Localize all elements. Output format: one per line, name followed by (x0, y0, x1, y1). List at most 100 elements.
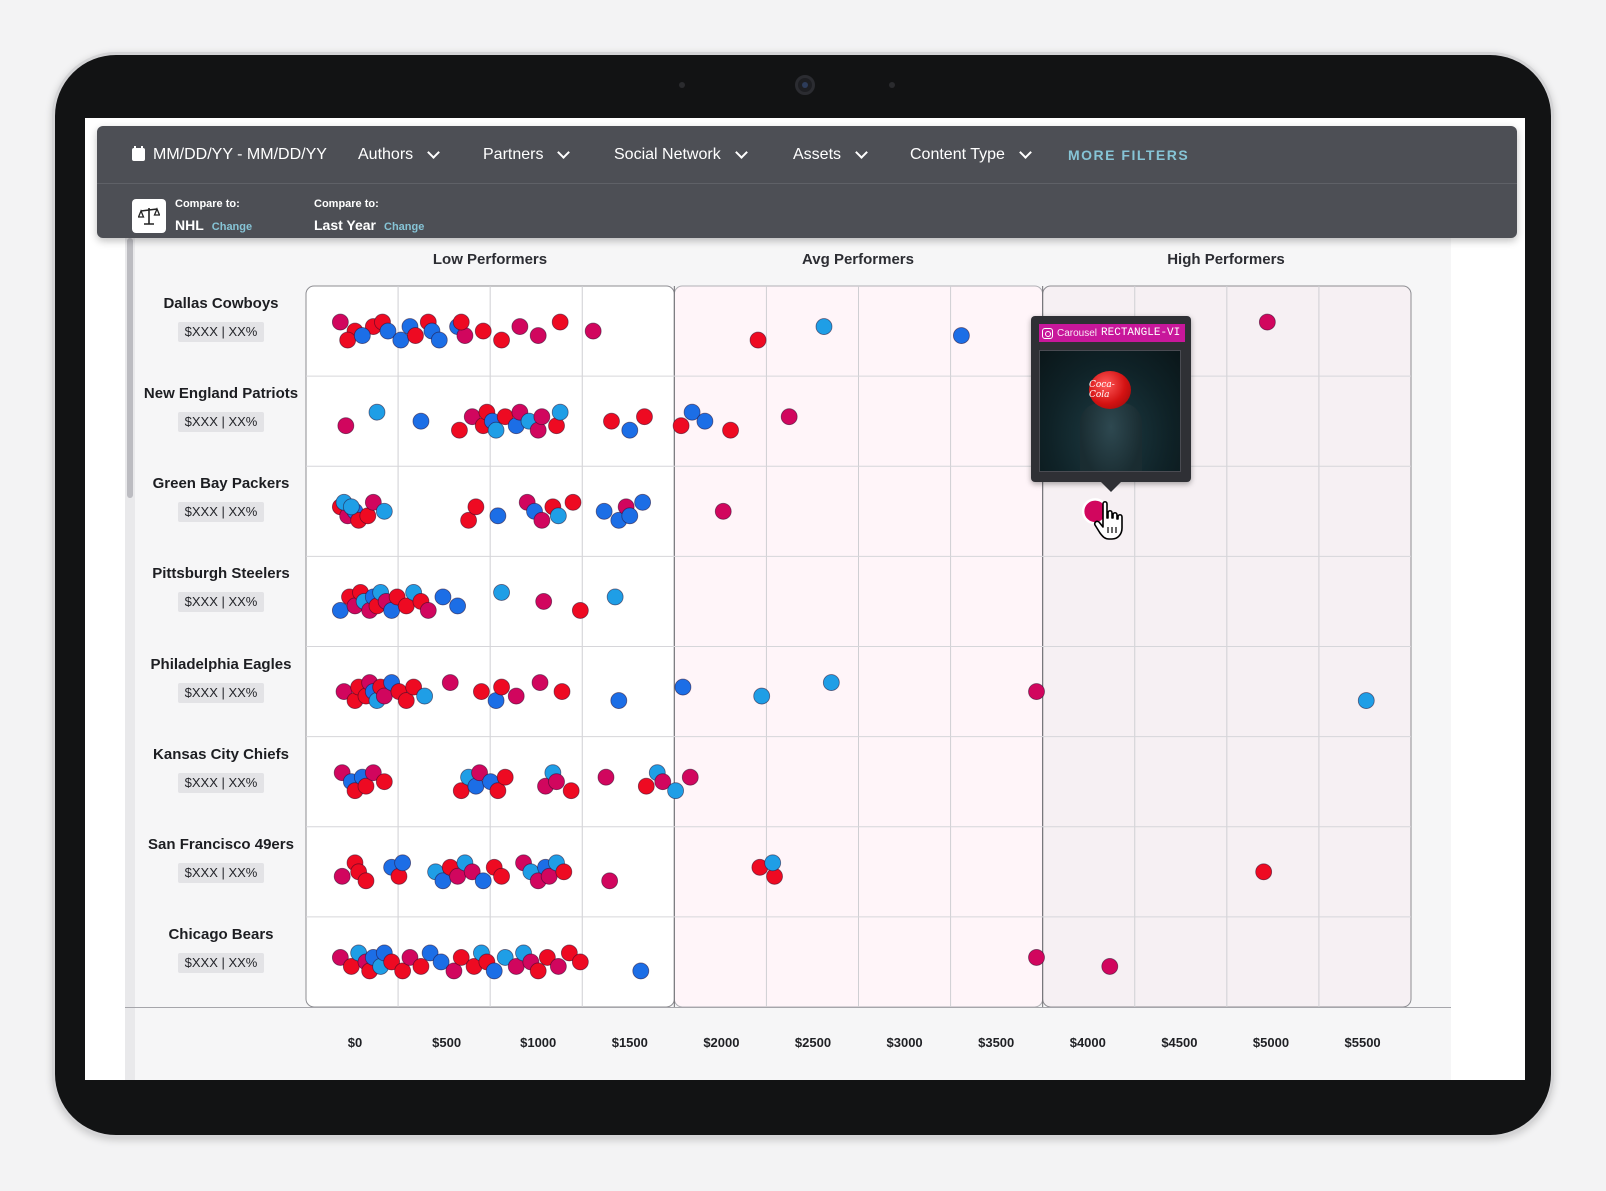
data-point[interactable] (1101, 958, 1119, 975)
data-point[interactable] (383, 953, 401, 971)
data-point[interactable] (342, 498, 360, 516)
date-range-filter[interactable]: MM/DD/YY - MM/DD/YY (132, 126, 327, 183)
data-point[interactable] (487, 421, 505, 439)
data-point[interactable] (822, 674, 840, 691)
data-point[interactable] (952, 327, 970, 344)
data-point[interactable] (463, 863, 481, 881)
change-link-2[interactable]: Change (384, 221, 425, 233)
data-point[interactable] (549, 958, 567, 975)
data-point[interactable] (331, 313, 349, 331)
data-point[interactable] (1258, 313, 1276, 331)
data-point[interactable] (441, 674, 459, 691)
data-point[interactable] (451, 421, 468, 439)
data-point[interactable] (467, 498, 485, 516)
data-point[interactable] (339, 331, 357, 349)
data-point[interactable] (621, 507, 639, 525)
data-point[interactable] (560, 944, 578, 962)
data-point[interactable] (597, 768, 615, 786)
assets-filter[interactable]: Assets (793, 126, 868, 183)
data-point[interactable] (606, 588, 624, 606)
social-network-filter[interactable]: Social Network (614, 126, 748, 183)
data-point[interactable] (681, 768, 699, 786)
data-point[interactable] (485, 962, 503, 980)
data-point[interactable] (780, 408, 798, 426)
data-point[interactable] (357, 777, 375, 795)
data-point[interactable] (1255, 863, 1273, 881)
data-point[interactable] (529, 962, 547, 980)
data-point[interactable] (533, 408, 551, 426)
data-point[interactable] (445, 962, 463, 980)
data-point[interactable] (493, 584, 510, 601)
data-point[interactable] (564, 493, 582, 511)
data-point[interactable] (548, 773, 565, 791)
data-point[interactable] (430, 331, 448, 349)
data-point[interactable] (412, 412, 430, 430)
data-point[interactable] (551, 313, 569, 331)
data-point[interactable] (549, 507, 567, 525)
data-point[interactable] (507, 687, 525, 705)
data-point[interactable] (452, 313, 470, 331)
data-point[interactable] (333, 867, 351, 885)
data-point[interactable] (449, 597, 466, 615)
data-point[interactable] (571, 602, 589, 619)
data-point[interactable] (610, 692, 628, 709)
data-point[interactable] (496, 949, 514, 966)
data-point[interactable] (555, 863, 573, 881)
data-point[interactable] (493, 331, 510, 349)
data-point[interactable] (432, 953, 450, 971)
data-point[interactable] (538, 949, 556, 966)
data-point[interactable] (722, 421, 739, 439)
data-point[interactable] (434, 588, 452, 606)
data-point[interactable] (749, 331, 767, 349)
data-point[interactable] (553, 683, 571, 700)
data-point[interactable] (473, 683, 490, 700)
authors-filter[interactable]: Authors (358, 126, 441, 183)
data-point[interactable] (753, 687, 771, 705)
partners-filter[interactable]: Partners (483, 126, 571, 183)
data-point[interactable] (632, 962, 650, 980)
change-link-1[interactable]: Change (211, 221, 253, 233)
content-type-filter[interactable]: Content Type (910, 126, 1032, 183)
data-point[interactable] (571, 953, 589, 971)
data-point[interactable] (603, 412, 620, 430)
data-point[interactable] (493, 867, 510, 885)
data-point[interactable] (621, 421, 639, 439)
data-point[interactable] (637, 777, 655, 795)
data-point[interactable] (696, 412, 714, 430)
data-point[interactable] (394, 854, 412, 872)
data-point[interactable] (460, 511, 477, 529)
data-point[interactable] (331, 602, 349, 619)
data-point[interactable] (405, 678, 423, 696)
data-point[interactable] (636, 408, 653, 426)
data-point[interactable] (379, 322, 397, 340)
data-point[interactable] (683, 403, 701, 421)
data-point[interactable] (375, 773, 393, 791)
data-point[interactable] (416, 687, 434, 705)
data-point[interactable] (562, 782, 580, 800)
scrollbar-track[interactable] (125, 238, 135, 1080)
data-point[interactable] (674, 678, 692, 696)
data-point[interactable] (337, 417, 355, 435)
data-point[interactable] (331, 949, 349, 966)
data-point[interactable] (394, 962, 412, 980)
data-point[interactable] (531, 674, 549, 691)
data-point[interactable] (364, 493, 382, 511)
data-point[interactable] (634, 493, 652, 511)
data-point[interactable] (714, 502, 732, 520)
more-filters-button[interactable]: MORE FILTERS (1068, 146, 1190, 163)
data-point[interactable] (529, 327, 547, 344)
data-point[interactable] (601, 872, 619, 890)
data-point[interactable] (815, 318, 833, 335)
data-point[interactable] (474, 872, 492, 890)
data-point[interactable] (397, 692, 415, 709)
data-point[interactable] (364, 764, 382, 782)
data-point[interactable] (489, 507, 507, 525)
data-point[interactable] (654, 773, 672, 791)
data-point[interactable] (1357, 692, 1375, 709)
tooltip-post-image[interactable]: Coca-Cola (1039, 350, 1181, 472)
data-point[interactable] (595, 502, 613, 520)
data-point[interactable] (489, 782, 507, 800)
data-point[interactable] (368, 403, 386, 421)
data-point[interactable] (672, 417, 690, 435)
data-point[interactable] (353, 327, 371, 344)
